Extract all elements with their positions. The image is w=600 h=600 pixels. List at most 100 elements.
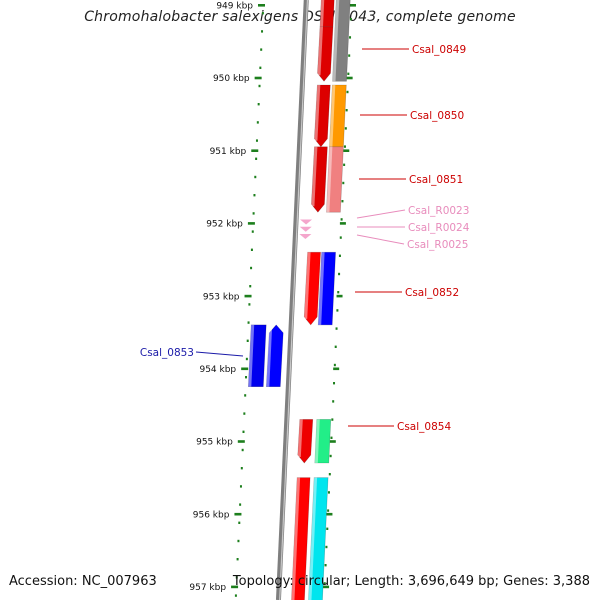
outer-scale-dot [330,436,333,439]
scale-dot [235,576,238,579]
scale-label: 957 kbp [189,583,226,593]
scale-dot [259,66,262,69]
scale-tick [254,76,262,80]
gene-block [303,251,321,326]
outer-scale-dot [349,18,352,21]
gene-label-csal-r0025: Csal_R0025 [407,239,468,251]
scale-label: 955 kbp [196,438,233,448]
scale-label: 951 kbp [210,147,247,157]
scale-dot [250,248,253,251]
outer-scale-tick [346,76,353,80]
outer-scale-dot [323,582,326,585]
scale-tick [241,367,249,371]
rna-gene-csal-r0025 [299,234,312,240]
gene-label-csal-0853: Csal_0853 [140,347,194,359]
gene-label-csal-0851: Csal_0851 [409,174,463,186]
scale-label: 950 kbp [213,74,250,84]
outer-scale-dot [348,54,351,57]
scale-dot [242,430,245,433]
gene-block-shine [304,252,311,319]
outer-scale-tick [323,585,330,589]
scale-tick [234,512,242,516]
gene-csal-0852 [317,251,336,326]
scale-label: 953 kbp [203,292,240,302]
gene-block [314,84,331,148]
outer-scale-dot [329,454,332,458]
scale-dot [261,12,264,15]
gene-block [265,324,284,388]
leader-line-csal-0853 [195,351,244,357]
scale-dot [250,266,253,270]
outer-scale-dot [345,109,348,112]
scale-dot [238,521,241,524]
gene-block-shine [320,0,325,27]
scale-dot [248,303,251,306]
scale-dot [244,394,247,397]
gene-block-shine [291,477,301,600]
gene-csal-0852-shine [318,252,325,325]
gene-label-csal-0849: Csal_0849 [412,44,466,56]
scale-tick [244,294,252,298]
outer-scale-tick [336,294,343,298]
outer-scale-dot [349,36,352,39]
outer-scale-dot [324,564,327,567]
gene-label-csal-r0023: Csal_R0023 [408,205,469,217]
outer-scale-tick [343,149,350,152]
gene-block-shine [314,85,321,141]
outer-scale-tick [350,4,356,7]
outer-scale-dot [335,327,338,330]
rna-gene-csal-r0023 [300,219,313,225]
genome-backbone [275,0,309,600]
gene-block [291,477,311,600]
outer-scale-dot [332,400,335,403]
outer-scale-dot [337,291,340,294]
scale-dot [247,321,250,324]
accession-label: Accession: NC_007963 [9,574,157,589]
outer-scale-dot [340,218,343,221]
scale-tick [237,440,245,443]
gene-csal-0850-shine [329,85,336,147]
outer-scale-dot [336,309,339,312]
scale-dot [246,339,249,342]
outer-scale-dot [342,181,345,185]
gene-csal-0854 [314,419,332,464]
gene-block [308,477,329,600]
scale-dot [243,412,246,415]
outer-scale-tick [329,440,336,443]
outer-scale-dot [328,473,331,476]
leader-line-csal-r0025 [356,234,405,245]
scale-tick [251,149,259,152]
outer-scale-dot [333,363,336,367]
outer-scale-dot [327,509,330,512]
scale-label: 954 kbp [199,365,236,375]
scale-dot [249,285,252,288]
gene-csal-0851 [326,146,344,213]
gene-block-shine [297,419,303,457]
scale-tick [247,222,255,225]
outer-scale-tick [333,367,340,371]
topology-label: Topology: circular; Length: 3,696,649 bp… [232,574,590,589]
outer-scale-dot [343,163,346,166]
scale-dot [252,212,255,215]
scale-label: 952 kbp [206,220,243,230]
scale-dot [254,175,257,179]
outer-scale-tick [326,512,333,516]
gene-label-csal-0850: Csal_0850 [410,110,464,122]
gene-block [332,0,351,82]
scale-label: 956 kbp [193,510,230,520]
map-title: Chromohalobacter salexigens DSM 3043, co… [84,9,516,25]
outer-scale-dot [326,527,329,530]
scale-label: 949 kbp [216,2,253,12]
rna-gene-csal-r0024 [299,226,312,232]
scale-dot [256,121,259,124]
scale-dot [261,30,264,33]
scale-dot [236,558,239,561]
gene-label-csal-r0024: Csal_R0024 [408,222,470,234]
scale-dot [255,139,258,142]
outer-scale-dot [331,418,334,421]
gene-block [311,146,328,213]
gene-block [297,419,314,464]
outer-scale-tick [339,222,346,225]
outer-scale-dot [341,200,344,203]
